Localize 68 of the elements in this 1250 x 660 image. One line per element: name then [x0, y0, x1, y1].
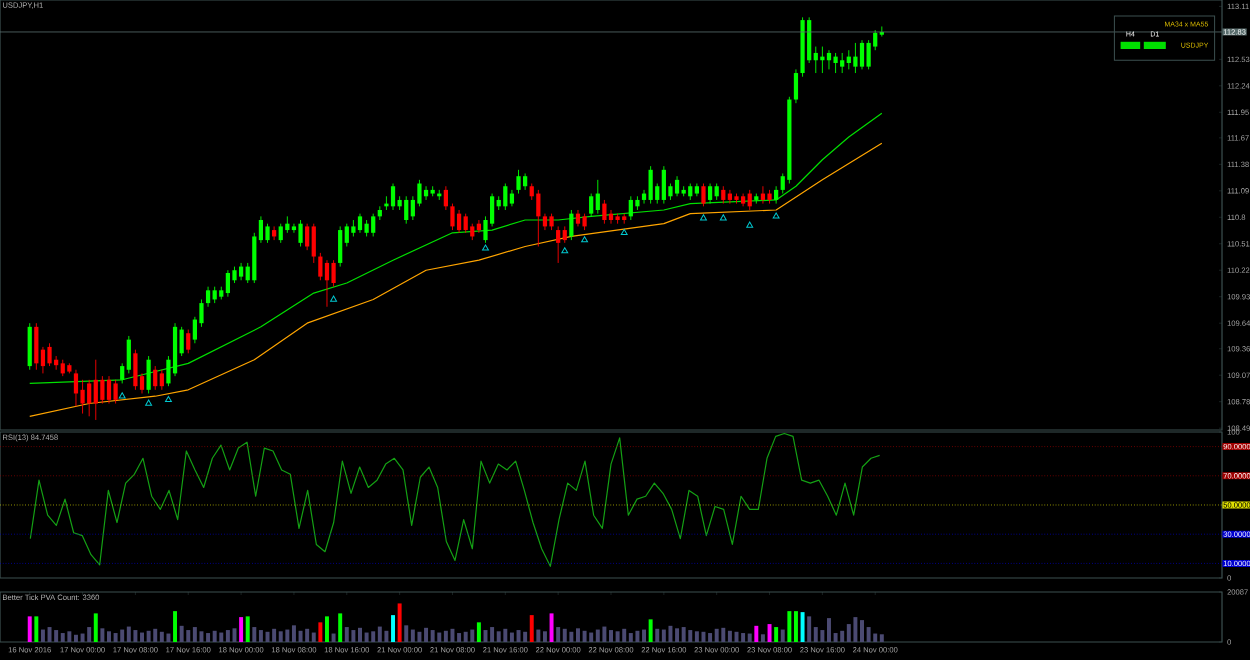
candlestick	[536, 189, 541, 247]
candlestick	[833, 52, 838, 74]
candlestick	[404, 195, 409, 225]
candlestick	[826, 49, 832, 70]
line-series	[29, 112, 883, 385]
line-series	[29, 142, 883, 417]
candlestick	[503, 183, 508, 211]
candlestick	[27, 322, 32, 371]
candlestick	[701, 183, 706, 207]
candlestick	[866, 39, 871, 70]
candlestick	[338, 225, 343, 268]
candlestick	[840, 52, 845, 74]
candlestick	[556, 225, 561, 264]
candlestick	[390, 183, 396, 211]
candlestick	[523, 173, 528, 191]
candlestick	[34, 322, 39, 371]
candlestick	[146, 355, 151, 394]
candlestick	[311, 223, 316, 264]
candlestick	[595, 179, 600, 215]
candlestick	[371, 213, 376, 237]
candlestick	[47, 342, 52, 367]
candlestick	[225, 269, 230, 298]
line-series	[29, 432, 881, 567]
candlestick	[278, 223, 283, 244]
candlestick	[87, 379, 92, 417]
candlestick	[661, 165, 666, 205]
candlestick	[602, 199, 607, 225]
candlestick	[648, 165, 653, 205]
point	[330, 295, 338, 302]
candlestick	[674, 175, 680, 197]
candlestick	[589, 193, 594, 217]
candlestick	[298, 219, 303, 247]
candlestick	[357, 213, 363, 234]
candlestick	[628, 195, 633, 221]
candlestick	[133, 349, 138, 391]
candlestick	[186, 329, 191, 354]
candlestick	[516, 169, 521, 194]
candlestick	[707, 183, 713, 205]
candlestick	[106, 375, 112, 404]
candlestick	[774, 185, 779, 205]
candlestick	[463, 213, 468, 234]
candlestick	[100, 375, 105, 404]
candlestick	[318, 252, 323, 281]
candlestick	[113, 379, 118, 404]
candlestick	[569, 209, 574, 241]
point	[145, 399, 153, 406]
candlestick	[93, 359, 98, 421]
candlestick	[153, 365, 158, 391]
point	[746, 221, 754, 228]
candlestick	[324, 259, 330, 308]
point	[719, 214, 727, 221]
point	[118, 392, 126, 399]
candlestick	[265, 223, 270, 244]
candlestick	[159, 369, 164, 391]
point	[482, 244, 489, 251]
candlestick	[305, 223, 310, 251]
point	[581, 236, 589, 243]
point	[164, 395, 172, 403]
candlestick	[172, 322, 178, 377]
candlestick	[456, 209, 462, 234]
candlestick	[853, 42, 858, 74]
point	[700, 214, 707, 221]
candlestick	[126, 335, 131, 374]
candlestick	[859, 39, 865, 70]
candlestick	[73, 369, 79, 407]
point	[620, 228, 628, 236]
point	[772, 212, 780, 219]
point	[561, 247, 569, 254]
